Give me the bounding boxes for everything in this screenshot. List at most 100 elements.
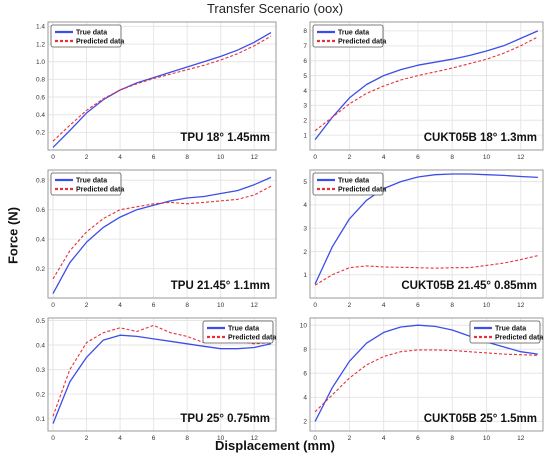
x-tick-label: 0 bbox=[313, 154, 317, 161]
legend-label: True data bbox=[338, 178, 369, 185]
y-tick-label: 0.4 bbox=[36, 342, 45, 349]
x-tick-label: 2 bbox=[348, 302, 352, 309]
y-tick-label: 0.4 bbox=[36, 112, 45, 119]
plot-frame bbox=[47, 317, 277, 432]
figure-title: Transfer Scenario (oox) bbox=[206, 1, 344, 16]
x-tick-label: 2 bbox=[348, 435, 352, 442]
y-tick-label: 10 bbox=[300, 323, 308, 330]
legend-label: True data bbox=[76, 178, 107, 185]
legend: True data Predicted data bbox=[312, 24, 386, 48]
x-tick-label: 0 bbox=[51, 154, 55, 161]
x-tick-label: 12 bbox=[517, 154, 525, 161]
y-tick-label: 2 bbox=[303, 118, 307, 125]
y-tick-label: 5 bbox=[303, 179, 307, 186]
true-data-line bbox=[314, 173, 538, 285]
y-tick-label: 2 bbox=[303, 249, 307, 256]
legend-label: Predicted data bbox=[338, 187, 386, 194]
y-tick-label: 4 bbox=[303, 88, 307, 95]
panel-title: TPU 25° 0.75mm bbox=[180, 413, 270, 425]
legend-label: True data bbox=[495, 326, 526, 333]
x-tick-label: 10 bbox=[483, 302, 491, 309]
y-tick-label: 0.8 bbox=[36, 178, 45, 185]
x-tick-label: 8 bbox=[185, 435, 189, 442]
legend-box bbox=[469, 320, 541, 344]
x-tick-label: 2 bbox=[348, 154, 352, 161]
legend: True data Predicted data bbox=[469, 320, 543, 344]
y-tick-label: 1.2 bbox=[36, 41, 45, 48]
x-tick-label: 2 bbox=[85, 435, 89, 442]
legend-label: True data bbox=[228, 326, 259, 333]
y-tick-label: 0.8 bbox=[36, 77, 45, 84]
x-tick-label: 10 bbox=[217, 154, 225, 161]
legend-label: Predicted data bbox=[495, 335, 543, 342]
x-tick-label: 12 bbox=[517, 435, 525, 442]
x-axis-label: Displacement (mm) bbox=[215, 438, 335, 453]
chart-panel-3: 0 2 4 6 8 10 12 0.2 0.4 0.6 0.8 TPU 21.45° 1.1mm Tru… bbox=[36, 169, 277, 309]
y-tick-label: 4 bbox=[303, 395, 307, 402]
panel-title: TPU 21.45° 1.1mm bbox=[171, 280, 270, 292]
x-tick-label: 4 bbox=[382, 154, 386, 161]
x-tick-label: 10 bbox=[483, 154, 491, 161]
legend-label: True data bbox=[76, 30, 107, 37]
x-tick-label: 12 bbox=[251, 302, 259, 309]
plot-frame bbox=[309, 317, 544, 432]
y-tick-label: 4 bbox=[303, 202, 307, 209]
legend-box bbox=[50, 24, 122, 48]
x-tick-label: 12 bbox=[251, 435, 259, 442]
y-tick-label: 8 bbox=[303, 28, 307, 35]
x-tick-label: 6 bbox=[152, 154, 156, 161]
legend-label: Predicted data bbox=[338, 39, 386, 46]
plot-frame bbox=[47, 169, 277, 299]
panel-title: CUKT05B 18° 1.3mm bbox=[424, 132, 537, 144]
legend-label: Predicted data bbox=[228, 335, 276, 342]
x-tick-label: 10 bbox=[217, 435, 225, 442]
y-tick-label: 0.2 bbox=[36, 391, 45, 398]
y-tick-label: 1.4 bbox=[36, 24, 45, 31]
panel-title: TPU 18° 1.45mm bbox=[180, 132, 270, 144]
y-tick-label: 8 bbox=[303, 347, 307, 354]
y-tick-label: 0.4 bbox=[36, 236, 45, 243]
true-data-line bbox=[314, 324, 538, 422]
predicted-data-line bbox=[52, 185, 272, 280]
legend-box bbox=[202, 320, 274, 344]
y-tick-label: 3 bbox=[303, 225, 307, 232]
x-tick-label: 0 bbox=[313, 302, 317, 309]
chart-panel-6: 0 2 4 6 8 10 12 2 4 6 8 10 CUKT05B 25° 1.5mm True dat… bbox=[300, 317, 544, 442]
y-tick-label: 7 bbox=[303, 43, 307, 50]
plot-frame bbox=[309, 169, 544, 299]
chart-panel-5: 0 2 4 6 8 10 12 0.1 0.2 0.3 0.4 0.5 TPU 25° 0.75mm Tr… bbox=[36, 317, 277, 442]
legend: True data Predicted data bbox=[312, 172, 386, 196]
panel-title: CUKT05B 21.45° 0.85mm bbox=[401, 280, 537, 292]
x-tick-label: 8 bbox=[185, 302, 189, 309]
x-tick-label: 8 bbox=[450, 302, 454, 309]
y-tick-label: 6 bbox=[303, 58, 307, 65]
x-tick-label: 4 bbox=[118, 435, 122, 442]
y-tick-label: 0.1 bbox=[36, 416, 45, 423]
legend-label: Predicted data bbox=[76, 39, 124, 46]
y-tick-label: 0.6 bbox=[36, 94, 45, 101]
y-tick-label: 0.3 bbox=[36, 367, 45, 374]
legend-box bbox=[312, 172, 384, 196]
x-tick-label: 10 bbox=[483, 435, 491, 442]
legend-label: Predicted data bbox=[76, 187, 124, 194]
x-tick-label: 0 bbox=[51, 302, 55, 309]
x-tick-label: 4 bbox=[382, 302, 386, 309]
legend: True data Predicted data bbox=[50, 24, 124, 48]
y-tick-label: 1.0 bbox=[36, 59, 45, 66]
x-tick-label: 4 bbox=[382, 435, 386, 442]
plot-frame bbox=[309, 21, 544, 151]
y-tick-label: 0.5 bbox=[36, 318, 45, 325]
plot-frame bbox=[47, 21, 277, 151]
x-tick-label: 2 bbox=[85, 154, 89, 161]
true-data-line bbox=[314, 30, 539, 140]
x-tick-label: 6 bbox=[416, 302, 420, 309]
x-tick-label: 0 bbox=[313, 435, 317, 442]
legend-box bbox=[312, 24, 384, 48]
y-tick-label: 0.2 bbox=[36, 266, 45, 273]
x-tick-label: 8 bbox=[185, 154, 189, 161]
y-tick-label: 1 bbox=[303, 272, 307, 279]
y-tick-label: 3 bbox=[303, 103, 307, 110]
y-tick-label: 0.2 bbox=[36, 130, 45, 137]
y-tick-label: 1 bbox=[303, 132, 307, 139]
